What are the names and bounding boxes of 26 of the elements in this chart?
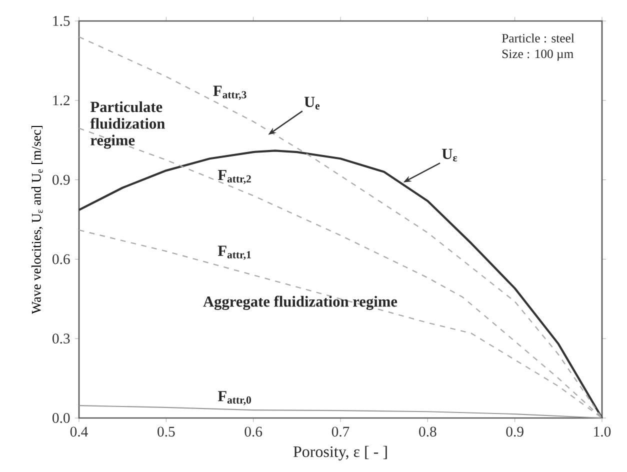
y-tick-label: 0.9 xyxy=(52,174,70,185)
y-tick-label: 0.6 xyxy=(52,254,70,264)
x-tick-label: 0.4 xyxy=(70,426,88,437)
y-axis-title: Wave velocities, U$_{ε}$ and U$_{e}$ [m/sec] xyxy=(31,126,43,314)
x-tick-label: 0.7 xyxy=(332,426,350,437)
annotation: U$_{ε}$ xyxy=(442,148,458,162)
line-series xyxy=(78,405,603,419)
x-tick-label: 0.9 xyxy=(506,426,524,437)
x-tick-label: 1.0 xyxy=(594,426,611,437)
y-tick-label: 0.0 xyxy=(52,413,70,423)
annotation: F$_{attr,2}$ xyxy=(218,170,251,184)
annotation: F$_{attr,3}$ xyxy=(213,86,246,100)
annotation: F$_{attr,0}$ xyxy=(218,391,251,406)
annotation: Particulate fluidization regime xyxy=(90,101,165,149)
annotation: U$_{e}$ xyxy=(304,96,320,110)
x-tick-label: 0.6 xyxy=(244,426,262,437)
y-tick-label: 1.2 xyxy=(53,95,70,106)
y-tick-label: 0.3 xyxy=(52,334,70,344)
x-tick-label: 0.5 xyxy=(158,426,175,437)
annotation: Particle : steel xyxy=(502,34,574,43)
x-tick-label: 0.8 xyxy=(419,426,436,437)
x-axis-title: Porosity, ε [ - ] xyxy=(293,446,387,460)
annotation: F$_{attr,1}$ xyxy=(218,246,251,260)
y-tick-label: 1.5 xyxy=(53,16,70,26)
annotation: Size : 100 µm xyxy=(502,50,574,61)
annotation: Aggregate fluidization regime xyxy=(203,296,398,310)
